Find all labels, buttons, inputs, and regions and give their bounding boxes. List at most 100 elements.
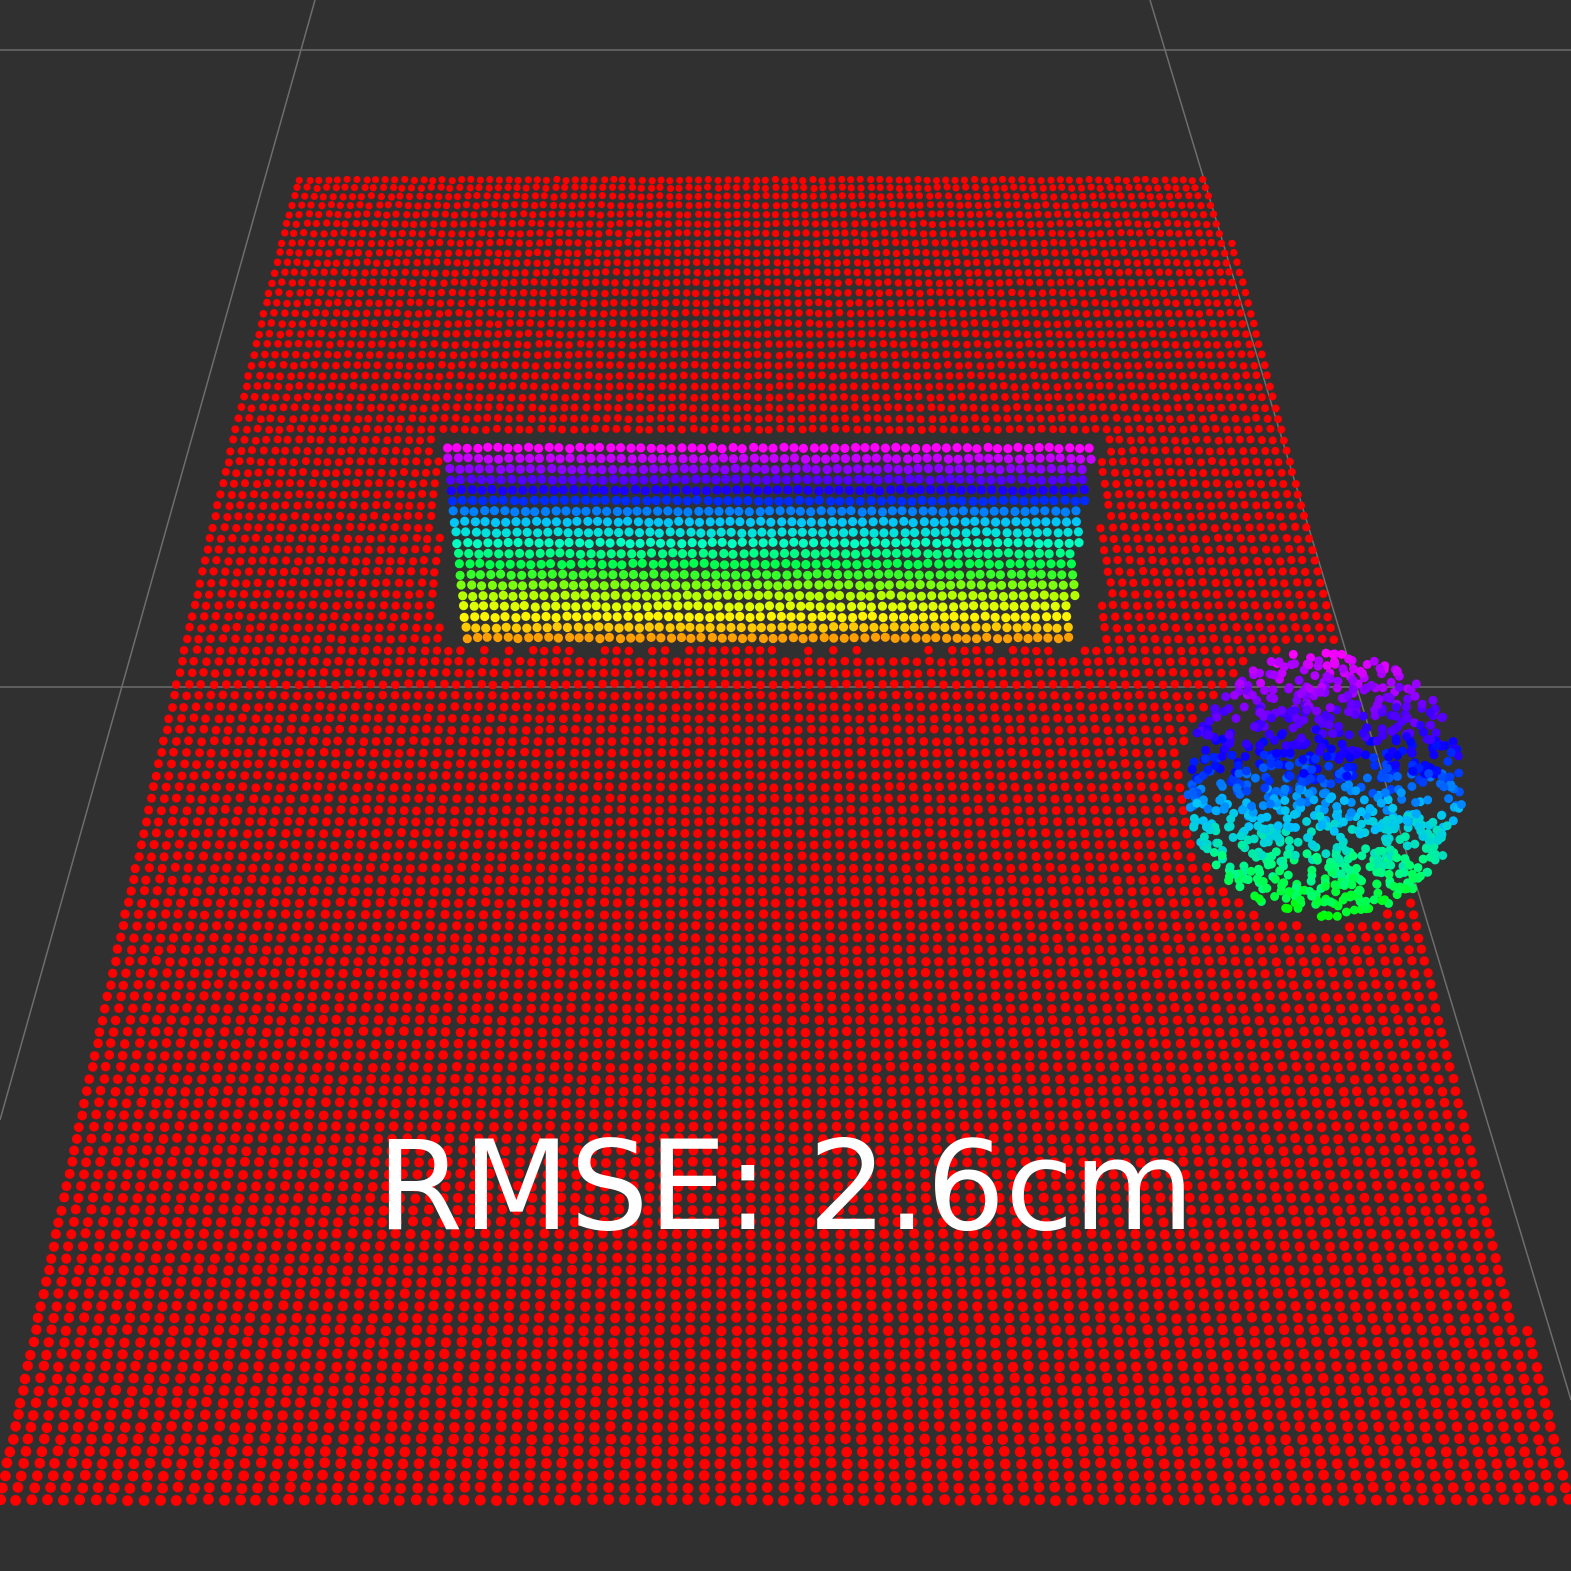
ground-point (1101, 249, 1109, 258)
ground-point (1108, 668, 1117, 677)
ground-point (635, 219, 643, 228)
ground-point (1096, 393, 1105, 402)
ground-point (844, 748, 853, 758)
ground-point (1126, 793, 1136, 803)
ground-point (692, 278, 700, 286)
ground-point (1114, 220, 1123, 228)
ground-point (242, 759, 252, 769)
ground-point (303, 298, 312, 307)
ground-point (712, 268, 721, 277)
ground-point (352, 219, 360, 228)
ground-point (1195, 229, 1203, 237)
ground-point (901, 864, 911, 874)
ground-point (651, 289, 659, 298)
ground-point (1034, 668, 1044, 677)
ground-point (288, 523, 297, 533)
ground-point (1075, 177, 1083, 185)
ground-point (863, 414, 872, 423)
ground-point (1176, 415, 1185, 424)
ground-point (402, 601, 412, 611)
ground-point (990, 176, 998, 184)
ground-point (1103, 645, 1113, 655)
ground-point (553, 258, 562, 266)
ground-point (1170, 679, 1180, 689)
ground-point (445, 851, 456, 861)
ground-point (471, 341, 480, 349)
ground-point (702, 258, 711, 266)
ground-point (1173, 219, 1182, 228)
ground-point (237, 446, 246, 456)
ground-point (822, 229, 830, 237)
ground-point (782, 239, 790, 247)
ground-point (819, 192, 828, 200)
ground-point (540, 816, 550, 826)
ground-point (336, 201, 344, 210)
ground-point (1169, 828, 1179, 838)
ground-point (389, 613, 399, 622)
ground-point (1025, 414, 1034, 423)
ground-point (719, 852, 729, 862)
ground-point (517, 310, 526, 318)
ground-point (694, 239, 702, 248)
ground-point (928, 309, 937, 318)
ground-point (1192, 340, 1201, 348)
ground-point (426, 600, 435, 610)
ground-point (871, 393, 880, 402)
ground-point (1115, 268, 1124, 277)
ground-point (226, 447, 235, 456)
ground-point (588, 657, 597, 667)
ground-point (242, 829, 252, 839)
ground-point (996, 759, 1006, 769)
ground-point (764, 340, 773, 348)
ground-point (258, 806, 268, 816)
ground-point (375, 350, 384, 359)
ground-point (1173, 851, 1183, 861)
ground-point (1156, 229, 1165, 238)
ground-point (1145, 320, 1154, 329)
ground-point (914, 184, 922, 192)
ground-point (497, 863, 507, 873)
ground-point (967, 289, 975, 297)
ground-point (903, 259, 911, 267)
ground-point (833, 259, 842, 268)
ground-point (263, 534, 273, 544)
ground-point (290, 229, 298, 238)
ground-point (1028, 289, 1037, 298)
ground-point (732, 184, 740, 192)
ground-point (502, 668, 512, 678)
ground-point (1304, 534, 1314, 543)
ground-point (1145, 479, 1154, 488)
ground-point (355, 351, 364, 360)
ground-point (1058, 239, 1067, 247)
ground-point (1095, 852, 1105, 862)
ground-point (367, 601, 376, 610)
ground-point (259, 403, 268, 412)
ground-point (251, 436, 260, 445)
ground-point (356, 340, 365, 349)
ground-point (1151, 176, 1159, 185)
ground-point (936, 657, 946, 667)
ground-point (1030, 239, 1038, 248)
ground-point (538, 668, 547, 677)
ground-point (1196, 511, 1206, 521)
ground-point (1186, 512, 1195, 522)
ground-point (567, 220, 575, 228)
ground-point (402, 447, 411, 456)
ground-point (997, 289, 1005, 297)
ground-point (444, 864, 454, 874)
ground-point (931, 239, 940, 247)
ground-point (1293, 535, 1302, 544)
ground-point (328, 771, 338, 781)
ground-point (721, 424, 730, 433)
ground-point (877, 668, 887, 678)
ground-point (367, 239, 376, 248)
ground-point (693, 794, 703, 804)
ground-point (1209, 690, 1218, 700)
ground-point (267, 319, 276, 327)
ground-point (642, 805, 652, 815)
ground-point (848, 339, 857, 348)
ground-point (694, 220, 702, 228)
ground-point (1247, 534, 1256, 544)
ground-point (1001, 691, 1011, 701)
